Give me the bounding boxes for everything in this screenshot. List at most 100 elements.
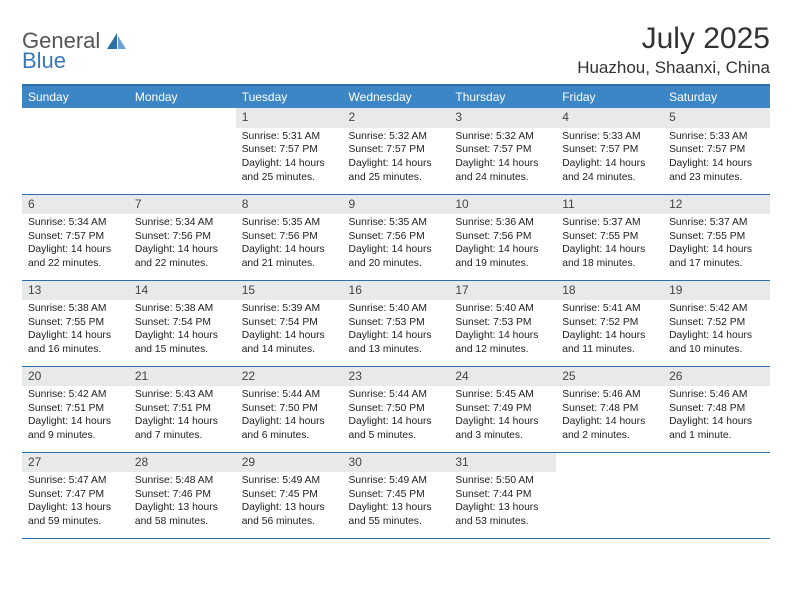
weekday-header: Friday [556,86,663,108]
day-line: Sunset: 7:52 PM [669,316,764,330]
day-number: 24 [449,367,556,387]
day-line: Sunrise: 5:44 AM [242,388,337,402]
day-number: 12 [663,195,770,215]
day-line: and 25 minutes. [242,171,337,185]
day-line: Sunrise: 5:46 AM [562,388,657,402]
day-line: Daylight: 13 hours [135,501,230,515]
day-body: Sunrise: 5:34 AMSunset: 7:56 PMDaylight:… [129,214,236,274]
day-line: Daylight: 14 hours [669,243,764,257]
location-text: Huazhou, Shaanxi, China [577,58,770,78]
day-number: 19 [663,281,770,301]
day-line: Sunset: 7:51 PM [135,402,230,416]
day-line: and 24 minutes. [455,171,550,185]
day-line: and 7 minutes. [135,429,230,443]
calendar-cell: 2Sunrise: 5:32 AMSunset: 7:57 PMDaylight… [343,108,450,194]
day-body: Sunrise: 5:36 AMSunset: 7:56 PMDaylight:… [449,214,556,274]
day-line: Daylight: 14 hours [669,415,764,429]
day-body: Sunrise: 5:32 AMSunset: 7:57 PMDaylight:… [449,128,556,188]
day-line: Daylight: 14 hours [135,243,230,257]
month-title: July 2025 [577,22,770,56]
day-line: Sunset: 7:48 PM [562,402,657,416]
day-line: Daylight: 14 hours [135,415,230,429]
day-number: 15 [236,281,343,301]
calendar-cell: 14Sunrise: 5:38 AMSunset: 7:54 PMDayligh… [129,280,236,366]
day-body: Sunrise: 5:42 AMSunset: 7:52 PMDaylight:… [663,300,770,360]
day-line: and 59 minutes. [28,515,123,529]
calendar-cell: 26Sunrise: 5:46 AMSunset: 7:48 PMDayligh… [663,366,770,452]
calendar-cell: 31Sunrise: 5:50 AMSunset: 7:44 PMDayligh… [449,452,556,538]
day-line: Sunset: 7:52 PM [562,316,657,330]
day-line: Sunrise: 5:37 AM [669,216,764,230]
day-number: 16 [343,281,450,301]
day-line: Sunrise: 5:33 AM [669,130,764,144]
day-line: Sunrise: 5:35 AM [242,216,337,230]
calendar-cell: 4Sunrise: 5:33 AMSunset: 7:57 PMDaylight… [556,108,663,194]
day-line: Daylight: 14 hours [349,415,444,429]
day-number: 6 [22,195,129,215]
day-number: 17 [449,281,556,301]
day-line: and 6 minutes. [242,429,337,443]
day-line: Sunset: 7:47 PM [28,488,123,502]
calendar-cell: 11Sunrise: 5:37 AMSunset: 7:55 PMDayligh… [556,194,663,280]
day-line: Sunrise: 5:40 AM [349,302,444,316]
day-line: Sunset: 7:48 PM [669,402,764,416]
calendar-cell: 17Sunrise: 5:40 AMSunset: 7:53 PMDayligh… [449,280,556,366]
day-line: Sunset: 7:50 PM [349,402,444,416]
day-number: 10 [449,195,556,215]
day-number: 9 [343,195,450,215]
day-line: Sunset: 7:45 PM [349,488,444,502]
day-line: Sunset: 7:57 PM [669,143,764,157]
weekday-header: Tuesday [236,86,343,108]
day-line: Daylight: 14 hours [562,157,657,171]
day-line: Sunrise: 5:42 AM [28,388,123,402]
day-body: Sunrise: 5:42 AMSunset: 7:51 PMDaylight:… [22,386,129,446]
calendar-cell: 24Sunrise: 5:45 AMSunset: 7:49 PMDayligh… [449,366,556,452]
day-line: Sunrise: 5:34 AM [28,216,123,230]
day-body: Sunrise: 5:47 AMSunset: 7:47 PMDaylight:… [22,472,129,532]
calendar-cell: 22Sunrise: 5:44 AMSunset: 7:50 PMDayligh… [236,366,343,452]
calendar-cell: 13Sunrise: 5:38 AMSunset: 7:55 PMDayligh… [22,280,129,366]
day-number: 4 [556,108,663,128]
calendar-cell [129,108,236,194]
day-line: and 13 minutes. [349,343,444,357]
day-line: and 58 minutes. [135,515,230,529]
day-line: Daylight: 14 hours [455,157,550,171]
calendar-cell: 19Sunrise: 5:42 AMSunset: 7:52 PMDayligh… [663,280,770,366]
day-number: 28 [129,453,236,473]
day-body: Sunrise: 5:32 AMSunset: 7:57 PMDaylight:… [343,128,450,188]
day-body: Sunrise: 5:40 AMSunset: 7:53 PMDaylight:… [449,300,556,360]
day-body: Sunrise: 5:35 AMSunset: 7:56 PMDaylight:… [236,214,343,274]
day-line: Daylight: 13 hours [349,501,444,515]
day-line: Sunrise: 5:44 AM [349,388,444,402]
day-line: Sunrise: 5:50 AM [455,474,550,488]
day-line: and 20 minutes. [349,257,444,271]
calendar-cell: 18Sunrise: 5:41 AMSunset: 7:52 PMDayligh… [556,280,663,366]
day-line: Daylight: 14 hours [28,329,123,343]
day-number: 14 [129,281,236,301]
day-number: 27 [22,453,129,473]
day-number: 7 [129,195,236,215]
day-line: Sunset: 7:57 PM [455,143,550,157]
day-line: Sunrise: 5:47 AM [28,474,123,488]
day-line: Daylight: 14 hours [562,243,657,257]
day-line: and 2 minutes. [562,429,657,443]
day-line: and 55 minutes. [349,515,444,529]
day-line: Daylight: 14 hours [349,243,444,257]
calendar-cell: 25Sunrise: 5:46 AMSunset: 7:48 PMDayligh… [556,366,663,452]
calendar-cell: 15Sunrise: 5:39 AMSunset: 7:54 PMDayligh… [236,280,343,366]
day-line: Sunset: 7:55 PM [669,230,764,244]
day-line: and 17 minutes. [669,257,764,271]
day-body: Sunrise: 5:44 AMSunset: 7:50 PMDaylight:… [343,386,450,446]
day-number: 18 [556,281,663,301]
day-line: and 23 minutes. [669,171,764,185]
calendar-cell: 5Sunrise: 5:33 AMSunset: 7:57 PMDaylight… [663,108,770,194]
day-number: 31 [449,453,556,473]
day-body: Sunrise: 5:46 AMSunset: 7:48 PMDaylight:… [663,386,770,446]
day-number: 1 [236,108,343,128]
calendar-cell [556,452,663,538]
day-line: Sunset: 7:56 PM [455,230,550,244]
day-line: Sunset: 7:44 PM [455,488,550,502]
day-line: and 16 minutes. [28,343,123,357]
day-line: and 18 minutes. [562,257,657,271]
calendar-cell: 20Sunrise: 5:42 AMSunset: 7:51 PMDayligh… [22,366,129,452]
